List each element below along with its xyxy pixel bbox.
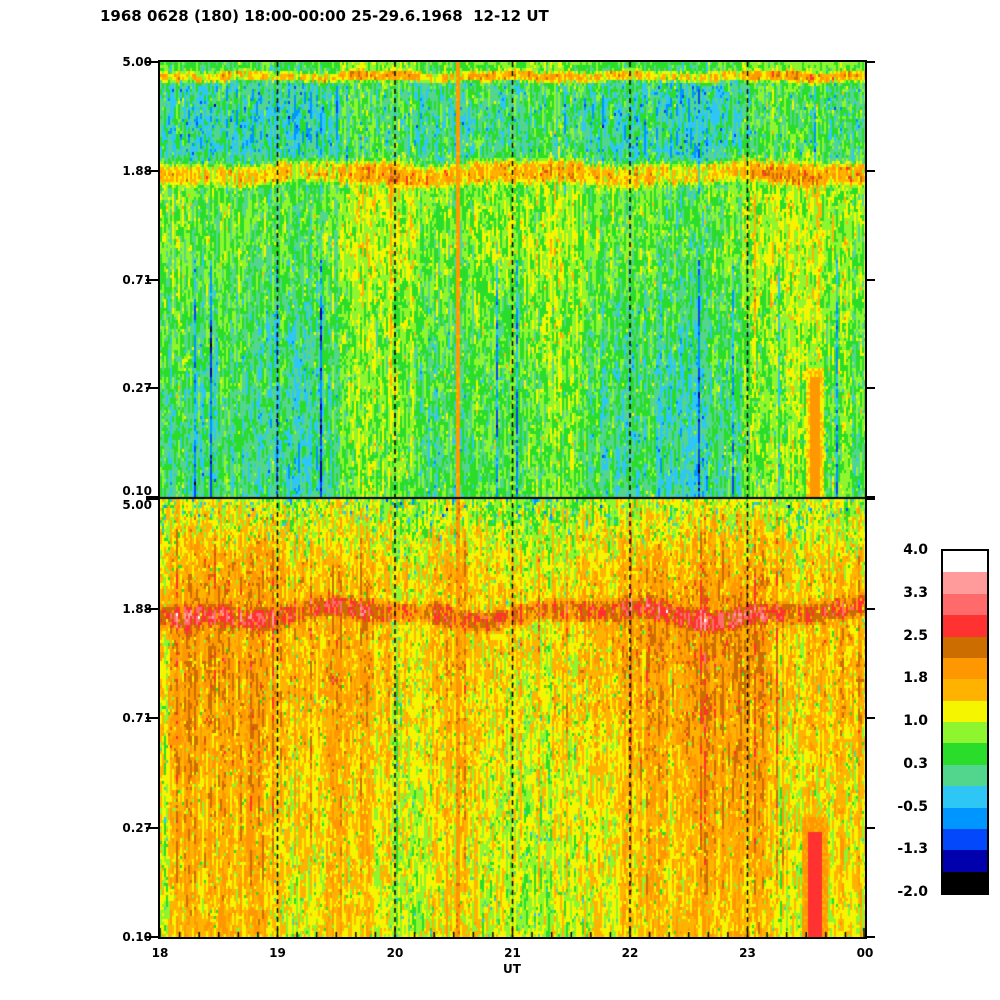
colorbar-segment (943, 679, 987, 701)
colorbar-label: 1.0 (903, 713, 928, 729)
y-tick-mark (867, 387, 875, 390)
colorbar-label: 0.3 (903, 755, 928, 772)
x-tick-label: 22 (621, 946, 639, 960)
y-tick-mark (146, 607, 158, 610)
colorbar-segment (943, 657, 987, 680)
colorbar-segment (943, 593, 987, 616)
y-tick-label: 5.00 (122, 55, 152, 69)
y-tick-mark (867, 496, 875, 498)
y-tick-mark (146, 387, 158, 390)
x-tick-label: 19 (269, 946, 286, 960)
plot-title: 1968 0628 (180) 18:00-00:00 25-29.6.1968… (100, 7, 549, 25)
y-tick-label: 0.10 (122, 930, 152, 944)
colorbar-label: 4.0 (903, 542, 928, 558)
y-tick-label: 1.88 (122, 601, 152, 616)
colorbar-segment (943, 786, 987, 808)
spectrogram-frame (158, 60, 867, 939)
y-tick-mark (146, 717, 158, 719)
spectrogram-canvas (160, 62, 865, 937)
y-tick-mark (867, 278, 875, 281)
colorbar-label: 3.3 (903, 584, 928, 601)
y-tick-label: 1.88 (122, 163, 152, 178)
y-tick-mark (867, 936, 875, 938)
colorbar-segment (943, 807, 987, 829)
colorbar-segment (943, 572, 987, 594)
y-tick-label: 0.27 (122, 820, 152, 835)
colorbar-scale (943, 551, 987, 893)
y-tick-mark (146, 278, 158, 281)
y-tick-mark (146, 496, 158, 498)
colorbar-label: -1.3 (897, 841, 928, 858)
y-tick-mark (867, 607, 875, 610)
y-tick-label: 0.71 (122, 272, 152, 287)
colorbar-segment (943, 636, 987, 658)
y-tick-mark (146, 936, 158, 938)
x-tick-label: 20 (386, 946, 404, 960)
y-tick-label: 0.27 (122, 381, 152, 396)
y-tick-mark (867, 169, 875, 172)
x-tick-label: 21 (504, 946, 521, 960)
y-tick-label: 5.00 (122, 498, 152, 512)
y-tick-label: 0.10 (122, 484, 152, 498)
colorbar-segment (943, 764, 987, 787)
y-tick-mark (867, 61, 875, 63)
y-tick-mark (146, 498, 158, 500)
colorbar-segment (943, 722, 987, 744)
y-tick-mark (867, 826, 875, 829)
y-tick-mark (867, 498, 875, 500)
y-tick-mark (146, 169, 158, 172)
colorbar-segment (943, 700, 987, 722)
y-tick-mark (867, 717, 875, 719)
colorbar-label: 1.8 (903, 670, 928, 687)
y-tick-mark (146, 61, 158, 63)
colorbar (941, 549, 989, 895)
colorbar-label: -2.0 (897, 884, 928, 900)
colorbar-label: -0.5 (897, 798, 928, 815)
x-tick-label: 18 (151, 946, 169, 960)
colorbar-segment (943, 850, 987, 872)
y-tick-mark (146, 826, 158, 829)
x-tick-label: 00 (856, 946, 874, 960)
colorbar-segment (943, 828, 987, 851)
colorbar-segment (943, 615, 987, 637)
y-tick-label: 0.71 (122, 711, 152, 725)
colorbar-segment (943, 871, 987, 893)
colorbar-segment (943, 551, 987, 573)
x-axis-unit-label: UT (503, 962, 521, 976)
colorbar-label: 2.5 (903, 627, 928, 644)
colorbar-segment (943, 743, 987, 765)
x-tick-label: 23 (739, 946, 756, 960)
